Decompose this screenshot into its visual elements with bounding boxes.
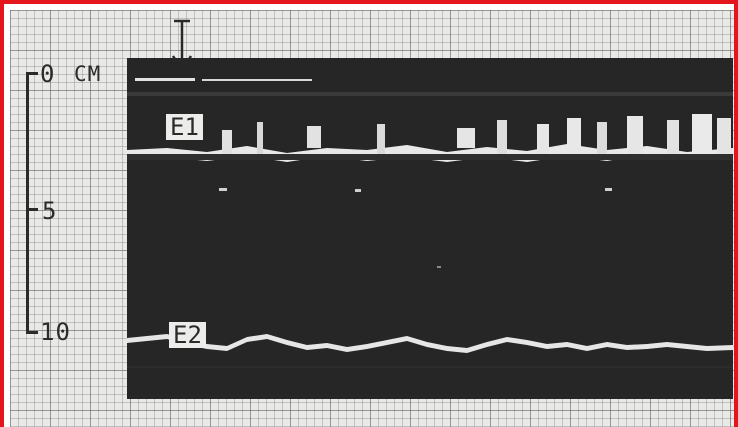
scale-label-10: 10 xyxy=(40,318,71,346)
echo-label-e2: E2 xyxy=(169,322,206,348)
scale-tick-10 xyxy=(26,331,38,334)
scale-unit-label: CM xyxy=(74,62,102,86)
echo-label-e1: E1 xyxy=(166,114,203,140)
scale-label-0: 0 xyxy=(40,60,56,88)
echo-trace xyxy=(127,78,733,368)
depth-scale-axis xyxy=(26,72,29,334)
scale-tick-5 xyxy=(26,208,38,211)
scale-label-5: 5 xyxy=(42,197,58,225)
echo-scan-area xyxy=(127,58,733,399)
scale-tick-0 xyxy=(26,72,38,75)
